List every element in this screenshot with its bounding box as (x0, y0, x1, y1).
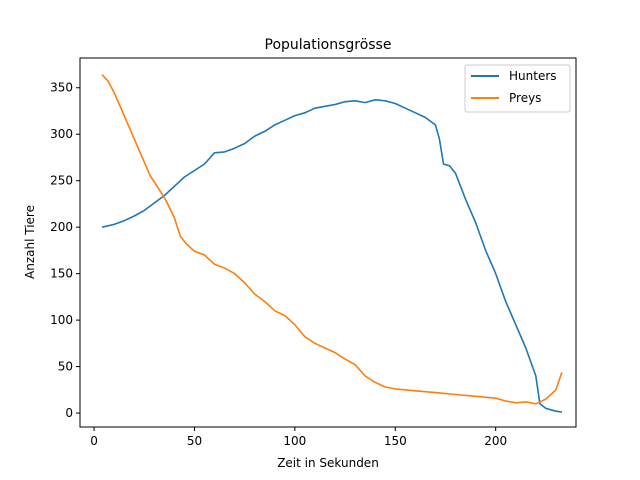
plot-area (101, 74, 563, 413)
x-axis: 0 50 100 150 200 (90, 427, 507, 448)
x-tick-label: 50 (187, 434, 202, 448)
y-tick-label: 250 (50, 174, 73, 188)
y-tick-label: 100 (50, 313, 73, 327)
x-tick-label: 150 (384, 434, 407, 448)
y-axis-label: Anzahl Tiere (23, 205, 37, 279)
y-axis: 0 50 100 150 200 250 300 350 (50, 81, 80, 420)
legend: Hunters Preys (464, 64, 571, 113)
y-tick-label: 300 (50, 127, 73, 141)
x-tick-label: 100 (283, 434, 306, 448)
legend-label-preys: Preys (509, 91, 541, 105)
chart-title: Populationsgrösse (265, 37, 392, 53)
y-tick-label: 200 (50, 220, 73, 234)
legend-label-hunters: Hunters (509, 69, 557, 83)
series-line-hunters (101, 99, 563, 413)
series-line-preys (101, 74, 563, 405)
y-tick-label: 150 (50, 267, 73, 281)
axes-frame (79, 57, 577, 428)
x-tick-label: 200 (484, 434, 507, 448)
y-tick-label: 350 (50, 81, 73, 95)
x-tick-label: 0 (90, 434, 98, 448)
y-tick-label: 0 (65, 406, 73, 420)
y-tick-label: 50 (58, 360, 73, 374)
x-axis-label: Zeit in Sekunden (277, 456, 379, 470)
